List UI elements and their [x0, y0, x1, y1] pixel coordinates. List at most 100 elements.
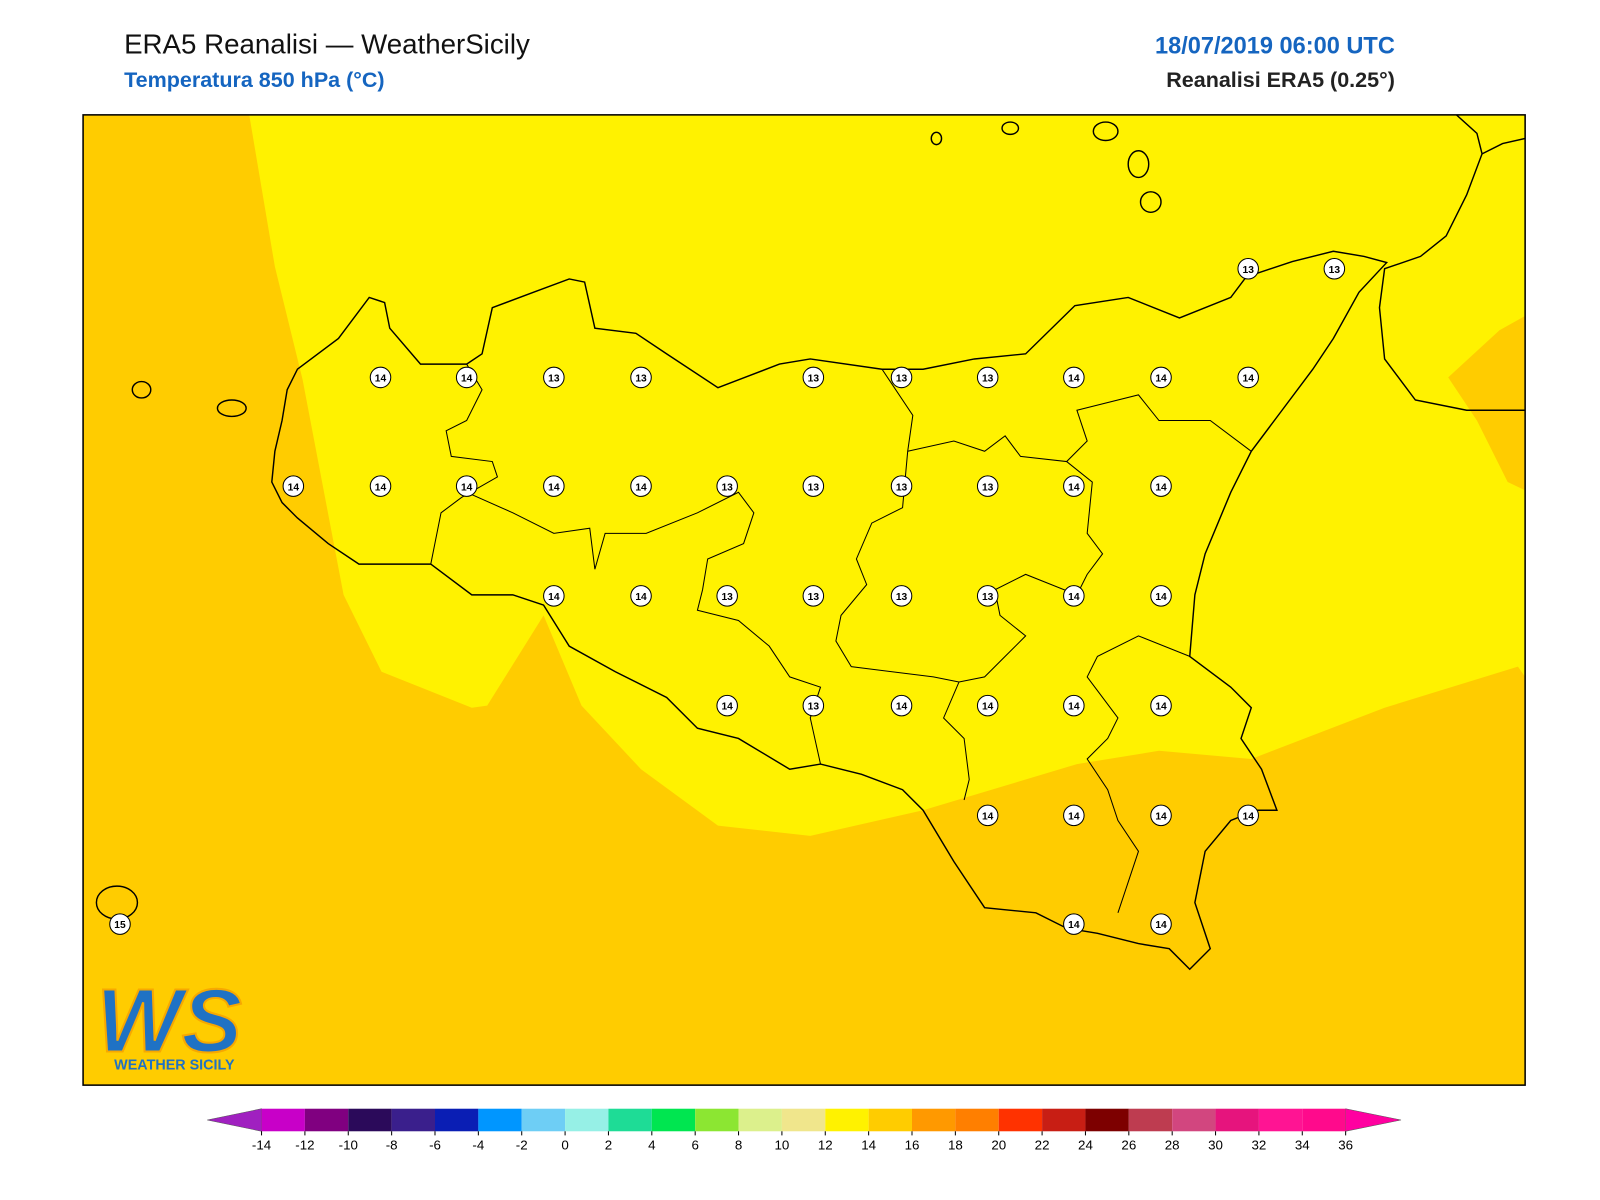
- station-value: 14: [1068, 702, 1080, 713]
- station-value: 13: [896, 482, 908, 493]
- colorbar-segment: [478, 1108, 522, 1132]
- station: 14: [890, 694, 913, 717]
- colorbar-tick-label: -4: [472, 1138, 484, 1153]
- colorbar-tick-label: 0: [561, 1138, 568, 1153]
- station-value: 14: [1155, 920, 1167, 931]
- station: 14: [282, 475, 305, 497]
- colorbar-over: [1345, 1108, 1402, 1132]
- station-value: 14: [375, 374, 387, 385]
- colorbar-tick-label: 32: [1251, 1138, 1266, 1153]
- station: 14: [1063, 366, 1085, 389]
- station-marker: [890, 585, 913, 607]
- station-value: 14: [1068, 592, 1080, 603]
- station-value: 13: [1243, 265, 1255, 276]
- province-border: [958, 461, 1104, 683]
- station-value: 13: [896, 592, 908, 603]
- station: 14: [1150, 475, 1172, 497]
- logo-mark: WS: [97, 970, 242, 1071]
- station-marker: [1150, 366, 1172, 389]
- station: 15: [109, 913, 131, 935]
- colorbar-segment: [695, 1108, 739, 1132]
- station-value: 13: [1329, 265, 1341, 276]
- station-marker: [543, 366, 565, 389]
- colorbar-segment: [565, 1108, 609, 1132]
- station: 14: [1150, 804, 1172, 827]
- station-marker: [455, 475, 478, 497]
- map-frame: [82, 114, 1526, 1086]
- colorbar-segment: [1172, 1108, 1216, 1132]
- station-value: 14: [288, 482, 300, 493]
- colorbar-tick-label: 28: [1165, 1138, 1180, 1153]
- islands: [95, 121, 1162, 920]
- station-value: 13: [896, 374, 908, 385]
- station-marker: [802, 366, 825, 389]
- colorbar-tick-label: -10: [339, 1138, 358, 1153]
- station-value: 13: [721, 592, 733, 603]
- station-value: 14: [548, 482, 560, 493]
- station-marker: [802, 475, 825, 497]
- station-value: 14: [1155, 374, 1167, 385]
- colorbar-tick-label: -8: [386, 1138, 398, 1153]
- station: 14: [1237, 366, 1259, 389]
- station-value: 14: [1243, 811, 1255, 822]
- province-border: [430, 363, 499, 565]
- station: 13: [802, 366, 825, 389]
- station: 13: [802, 585, 825, 607]
- station-value: 14: [635, 592, 647, 603]
- station: 14: [369, 475, 392, 497]
- station-marker: [1150, 694, 1172, 717]
- colorbar-segment: [955, 1108, 999, 1132]
- map: 14 14 13 13 13 13 13 14 14 14 13 13 14 14 14 14 14 13 13 13…: [82, 114, 1526, 1086]
- station: 13: [890, 585, 913, 607]
- station-value: 13: [808, 482, 820, 493]
- station-marker: [1063, 913, 1085, 935]
- station: 14: [455, 475, 478, 497]
- station: 13: [543, 366, 565, 389]
- station-marker: [630, 585, 652, 607]
- station-value: 14: [1068, 374, 1080, 385]
- station: 14: [1063, 913, 1085, 935]
- colorbar-tick-label: -14: [252, 1138, 272, 1153]
- logo-name: WEATHER SICILY: [114, 1058, 235, 1074]
- colorbar-segment: [434, 1108, 479, 1132]
- station-marker: [1323, 257, 1346, 280]
- colorbar-tick-label: 24: [1078, 1138, 1093, 1153]
- colorbar-segment: [1042, 1108, 1086, 1132]
- colorbar-tick-label: 14: [861, 1138, 876, 1153]
- province-border: [466, 491, 822, 765]
- colorbar-segment: [651, 1108, 696, 1132]
- station-marker: [369, 475, 392, 497]
- station-marker: [1063, 804, 1085, 827]
- colorbar-tick-label: 2: [605, 1138, 612, 1153]
- station: 13: [802, 475, 825, 497]
- station: 13: [716, 585, 738, 607]
- colorbar-tick-label: 16: [905, 1138, 920, 1153]
- station-marker: [1237, 366, 1259, 389]
- colorbar-tick-label: -2: [516, 1138, 528, 1153]
- station: 13: [890, 366, 913, 389]
- station-value: 14: [896, 702, 908, 713]
- station-value: 14: [635, 482, 647, 493]
- station-value: 13: [635, 374, 647, 385]
- station: 14: [630, 585, 652, 607]
- station-value: 14: [1068, 482, 1080, 493]
- colorbar-segment: [1085, 1108, 1129, 1132]
- station-marker: [802, 585, 825, 607]
- province-border: [907, 394, 1252, 463]
- field-16: [1448, 315, 1526, 491]
- colorbar-tick-label: 12: [818, 1138, 833, 1153]
- station: 14: [976, 694, 999, 717]
- station-marker: [976, 694, 999, 717]
- station: 14: [976, 804, 999, 827]
- station-marker: [543, 475, 565, 497]
- station-marker: [1237, 257, 1259, 280]
- station-value: 14: [1068, 811, 1080, 822]
- colorbar-segment: [781, 1108, 826, 1132]
- station: 14: [1063, 585, 1085, 607]
- colorbar-tick-label: 26: [1121, 1138, 1136, 1153]
- colorbar-tick-label: 22: [1035, 1138, 1050, 1153]
- station: 14: [543, 475, 565, 497]
- colorbar-segment: [738, 1108, 782, 1132]
- station-marker: [1150, 585, 1172, 607]
- station-value: 14: [375, 482, 387, 493]
